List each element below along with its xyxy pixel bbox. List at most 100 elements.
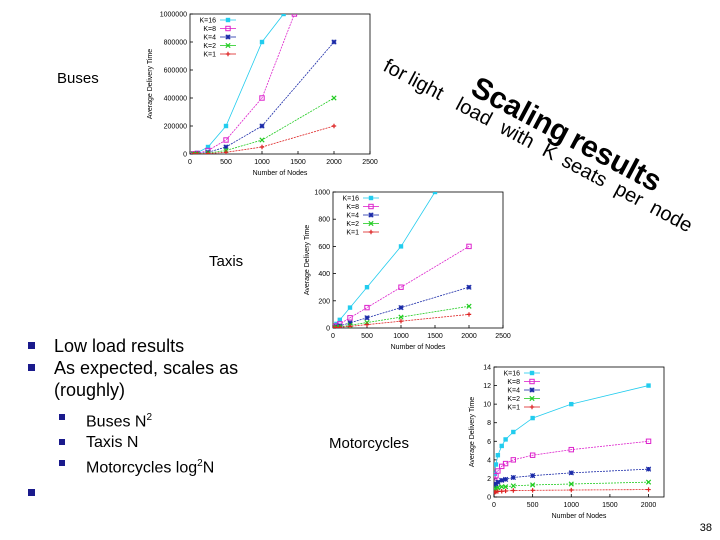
motorcycles-label: Motorcycles (329, 435, 410, 452)
legend-label: K=1 (203, 52, 216, 59)
data-point (499, 443, 504, 449)
data-point (503, 437, 508, 442)
data-point (646, 487, 651, 492)
bullet-square-icon (59, 439, 65, 446)
y-axis-label: Average Delivery Time (304, 225, 311, 295)
legend-label: K=8 (507, 379, 520, 386)
data-point (331, 95, 337, 101)
data-point (259, 39, 265, 45)
legend-label: K=4 (346, 213, 359, 220)
data-point (511, 429, 516, 435)
data-point (530, 473, 536, 479)
x-tick-label: 2500 (362, 159, 378, 166)
series-group (494, 487, 651, 495)
legend-marker (368, 203, 374, 210)
data-point (398, 284, 404, 290)
data-point (568, 446, 574, 453)
title-scaling: Scaling (466, 71, 576, 150)
data-point (510, 483, 516, 489)
legend-label: K=2 (346, 221, 359, 228)
data-point (259, 144, 265, 150)
bullet-square-icon (28, 342, 35, 349)
sub-bullet-item: Taxis N (28, 432, 288, 453)
data-point (223, 123, 229, 129)
legend-label: K=16 (342, 196, 359, 203)
sub-bullet-item: Buses N2 (28, 407, 288, 432)
data-point (398, 304, 404, 311)
data-point (337, 325, 342, 328)
bullet-text: As expected, scales as (roughly) (54, 358, 239, 400)
data-point (495, 489, 501, 494)
data-point (645, 438, 652, 444)
title-results: results (565, 123, 667, 198)
data-point (495, 479, 501, 485)
taxis-chart: 0 500 1000 1500 2000 2500 0 200 400 600 800 1000 Num… (304, 190, 511, 352)
legend-label: K=1 (346, 230, 359, 237)
y-tick-label: 200 (318, 298, 330, 305)
bullet-item: Low load results (28, 335, 288, 357)
title-word-seats: seats (558, 150, 611, 192)
data-point (331, 123, 337, 129)
legend-label: K=4 (507, 388, 520, 395)
x-tick-label: 1000 (254, 159, 270, 166)
title-word-load: load (452, 93, 496, 130)
data-point (259, 95, 265, 101)
x-tick-label: 0 (331, 333, 335, 340)
data-point (432, 192, 438, 195)
series-line (193, 125, 335, 154)
sub-bullet-tail: N (202, 459, 215, 477)
y-tick-label: 12 (483, 383, 491, 390)
data-point (510, 474, 516, 481)
x-tick-label: 1500 (427, 333, 443, 340)
legend-marker (225, 42, 231, 49)
data-point (495, 485, 501, 491)
data-point (645, 466, 652, 472)
buses-label: Buses (57, 70, 99, 87)
legend-label: K=2 (507, 396, 520, 403)
y-tick-label: 400 (318, 271, 330, 278)
series-group (333, 312, 472, 328)
data-point (331, 39, 337, 45)
legend-marker (368, 229, 374, 235)
data-point (466, 303, 472, 309)
y-tick-label: 0 (487, 495, 491, 502)
y-tick-label: 10 (483, 402, 491, 409)
y-tick-label: 0 (326, 326, 330, 333)
legend-marker (368, 220, 374, 227)
data-point (499, 477, 505, 483)
y-axis-label: Average Delivery Time (147, 49, 154, 119)
legend-label: K=16 (199, 18, 216, 25)
data-point (347, 305, 353, 310)
legend-marker (529, 395, 535, 402)
x-tick-label: 0 (188, 159, 192, 166)
data-point (499, 463, 505, 470)
motorcycles-chart: 0 500 1000 1500 2000 0 2 4 6 8 10 12 14 Number of Nod… (469, 365, 665, 520)
data-point (499, 489, 504, 494)
legend-label: K=8 (203, 26, 216, 33)
series-line (494, 481, 649, 490)
legend-label: K=2 (203, 43, 216, 50)
legend-label: K=8 (346, 204, 359, 211)
x-tick-label: 2500 (495, 333, 511, 340)
y-axis-label: Average Delivery Time (469, 397, 476, 467)
x-tick-label: 2000 (641, 502, 657, 509)
data-point (495, 468, 501, 474)
legend-label: K=1 (507, 405, 520, 412)
data-point (510, 457, 517, 463)
data-point (530, 488, 535, 493)
legend-marker (529, 387, 535, 393)
series-group (494, 466, 652, 489)
legend-marker (529, 404, 535, 410)
data-point (205, 151, 211, 154)
x-tick-label: 500 (527, 502, 539, 509)
x-axis-label: Number of Nodes (391, 344, 446, 351)
sub-bullet-sup: 2 (197, 458, 203, 470)
x-axis-label: Number of Nodes (552, 513, 607, 520)
data-point (259, 137, 265, 143)
data-point (337, 317, 342, 323)
data-point (569, 401, 574, 407)
y-tick-label: 14 (483, 365, 491, 372)
data-point (398, 319, 404, 324)
x-tick-label: 1000 (393, 333, 409, 340)
y-tick-label: 0 (183, 152, 187, 159)
